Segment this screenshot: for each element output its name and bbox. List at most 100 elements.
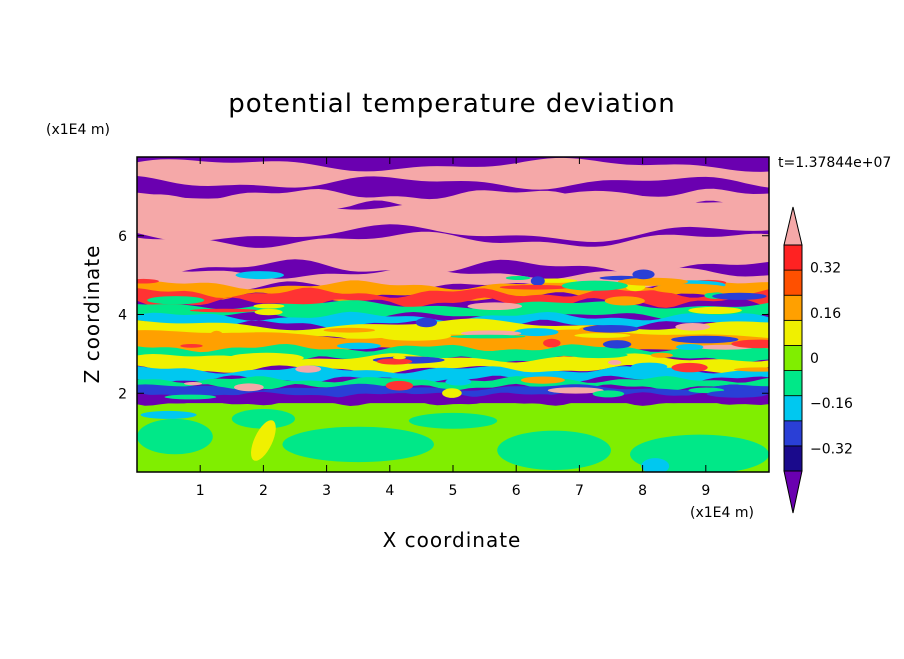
x-tick-label: 9 xyxy=(701,483,710,499)
colorbar-segment xyxy=(783,370,803,397)
band-mid-7 xyxy=(137,353,769,375)
colorbar-tick-label: −0.16 xyxy=(810,396,853,412)
field-blob xyxy=(706,390,768,398)
field-blob xyxy=(490,350,524,356)
field-blob xyxy=(561,280,628,291)
field-blob xyxy=(652,283,728,294)
field-blob xyxy=(147,296,205,305)
band-mid-3 xyxy=(137,311,769,329)
field-blob xyxy=(385,380,414,391)
colorbar-under-arrow xyxy=(783,470,803,514)
field-blob xyxy=(513,328,559,337)
colorbar-tick-label: 0 xyxy=(810,351,819,367)
field-blob xyxy=(734,367,769,372)
field-pool xyxy=(408,412,498,429)
field-pool xyxy=(137,418,213,455)
x-tick-label: 1 xyxy=(196,483,205,499)
field-blob xyxy=(650,352,673,358)
field-blob xyxy=(137,278,159,284)
x-tick-label: 8 xyxy=(638,483,647,499)
field-blob xyxy=(210,330,224,341)
band-mid-1 xyxy=(137,287,769,308)
field-blob xyxy=(189,308,259,313)
field-blob xyxy=(505,276,531,280)
contour-field xyxy=(137,157,769,472)
field-blob xyxy=(604,296,645,306)
colorbar: −0.32 −0.16 0 0.16 0.32 xyxy=(783,206,853,514)
band-pink-4 xyxy=(137,188,769,212)
field-pool xyxy=(231,409,295,429)
field-blob xyxy=(499,285,571,290)
colorbar-segment xyxy=(783,345,803,371)
field-blob xyxy=(234,383,264,392)
colorbar-segment xyxy=(783,319,803,346)
field-blob xyxy=(323,327,375,333)
field-blob xyxy=(235,271,284,280)
field-blob xyxy=(617,277,689,286)
field-blob xyxy=(530,276,545,286)
field-blob xyxy=(631,362,668,371)
x-tick-label: 4 xyxy=(385,483,394,499)
field-blob xyxy=(392,356,406,360)
field-blob xyxy=(676,344,704,350)
field-blob xyxy=(712,292,767,300)
field-blob xyxy=(442,388,462,398)
colorbar-segment xyxy=(783,395,803,422)
field-blob xyxy=(228,352,304,363)
colorbar-segment xyxy=(783,420,803,447)
colorbar-segment xyxy=(783,445,803,472)
colorbar-segment xyxy=(783,269,803,296)
band-mid-2 xyxy=(137,300,769,321)
time-label: t=1.37844e+07 xyxy=(778,155,891,171)
band-mid-8 xyxy=(137,365,769,384)
x-axis-title: X coordinate xyxy=(383,528,522,552)
y-tick-label: 4 xyxy=(118,308,127,324)
field-pool xyxy=(497,430,611,470)
x-tick-label: 2 xyxy=(259,483,268,499)
field-blob xyxy=(450,334,526,339)
field-blob xyxy=(445,378,472,386)
y-unit-label: (x1E4 m) xyxy=(46,122,110,138)
colorbar-segment xyxy=(783,294,803,321)
field-blob xyxy=(380,342,398,348)
colorbar-frame xyxy=(783,244,803,472)
field-blob xyxy=(180,344,203,348)
field-blob xyxy=(164,394,217,400)
field-blob xyxy=(460,330,522,337)
colorbar-tick-label: 0.32 xyxy=(810,261,841,277)
field-blob xyxy=(731,339,769,349)
y-tick-label: 2 xyxy=(118,386,127,402)
x-tick-label: 6 xyxy=(512,483,521,499)
x-tick-label: 5 xyxy=(449,483,458,499)
field-blob xyxy=(467,302,523,311)
field-blob xyxy=(688,306,742,314)
field-blob xyxy=(632,269,655,280)
field-blob xyxy=(675,323,711,331)
field-blob xyxy=(378,330,452,341)
field-blob xyxy=(520,376,565,384)
field-blob xyxy=(569,351,628,359)
colorbar-tick-label: 0.16 xyxy=(810,306,841,322)
field-blob xyxy=(547,387,604,394)
field-blob xyxy=(376,358,413,365)
axes: 1 2 3 4 5 6 7 8 9 2 4 6 xyxy=(118,156,770,499)
field-blob xyxy=(184,382,202,386)
field-cool-spot xyxy=(641,458,670,472)
field-blob xyxy=(543,338,561,348)
field-blob xyxy=(671,362,708,373)
x-tick-label: 3 xyxy=(322,483,331,499)
field-blob xyxy=(295,365,322,373)
chart-title: potential temperature deviation xyxy=(228,89,675,119)
field-warm-plume xyxy=(251,420,276,461)
field-cool-streak xyxy=(140,410,197,419)
colorbar-over-arrow xyxy=(783,206,803,246)
field-blob xyxy=(592,390,625,398)
field-blob xyxy=(336,342,381,350)
y-tick-label: 6 xyxy=(118,229,127,245)
x-tick-label: 7 xyxy=(575,483,584,499)
field-blob xyxy=(602,340,632,349)
y-axis-title: Z coordinate xyxy=(80,245,104,384)
field-pool xyxy=(282,426,435,463)
